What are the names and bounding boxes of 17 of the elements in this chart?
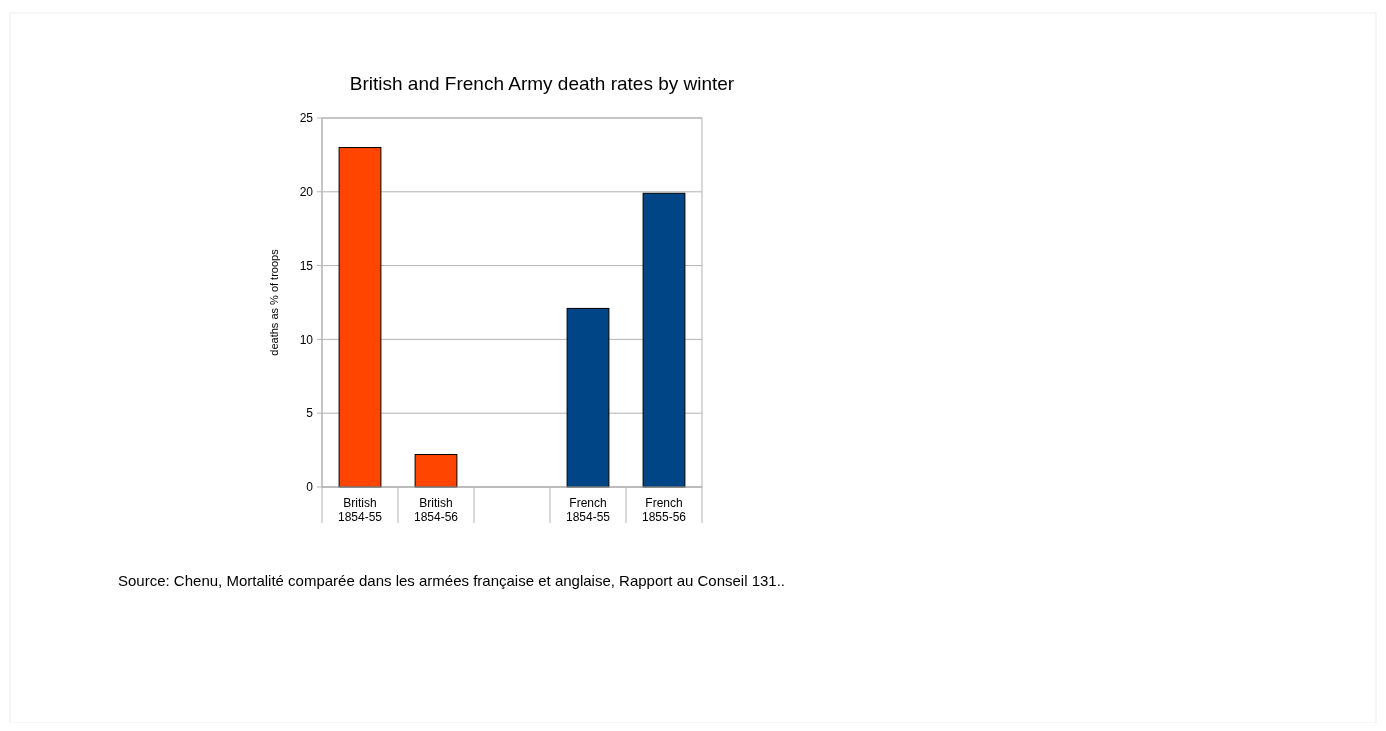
bar <box>338 147 382 488</box>
source-note: Source: Chenu, Mortalité comparée dans les armées française et anglaise, Rapport au Conseil 131.. <box>118 572 786 589</box>
x-tick-label: British 1854-56 <box>413 496 459 524</box>
y-tick-label: 5 <box>306 406 314 421</box>
y-tick-label: 15 <box>299 258 314 273</box>
y-tick-label: 10 <box>299 332 314 347</box>
x-tick-label: British 1854-55 <box>337 496 383 524</box>
bar <box>566 307 610 488</box>
bar <box>642 192 686 488</box>
y-tick-label: 0 <box>306 480 314 495</box>
bar <box>414 454 458 488</box>
chart-title: British and French Army death rates by winter <box>349 73 735 94</box>
x-tick-label: French 1855-56 <box>641 496 687 524</box>
y-tick-label: 20 <box>299 185 314 199</box>
x-tick-label: French 1854-55 <box>565 496 611 524</box>
y-axis-title: deaths as % of troops <box>268 248 280 356</box>
y-tick-label: 25 <box>299 111 314 126</box>
